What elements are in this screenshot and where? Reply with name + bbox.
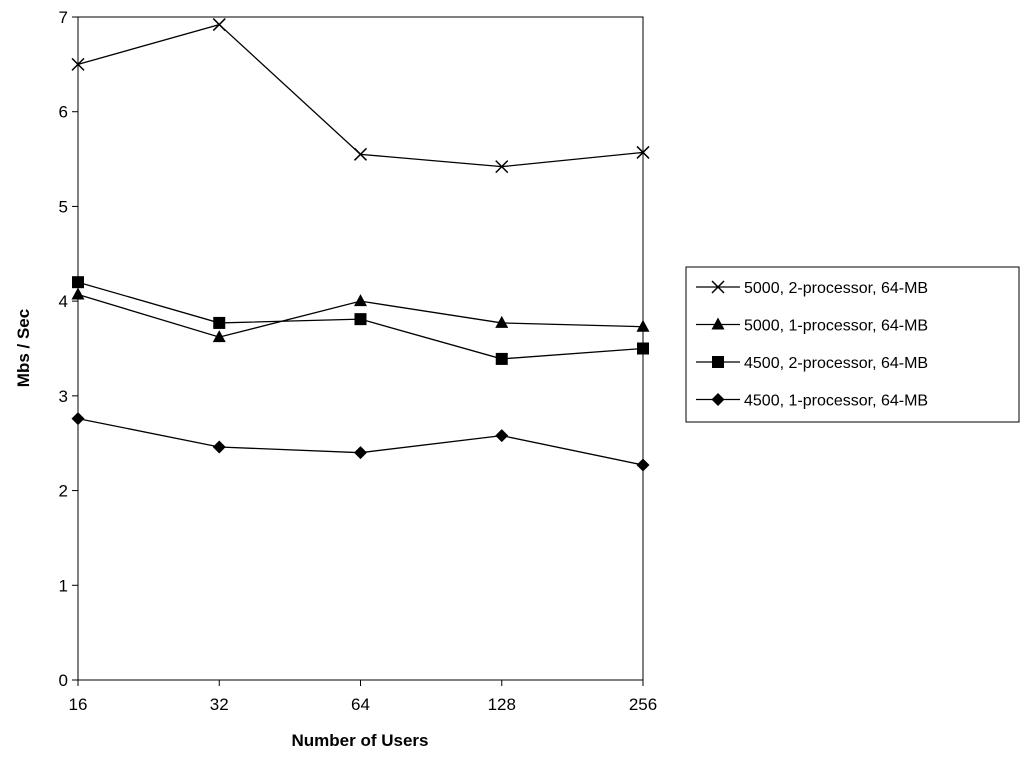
data-point [636,319,650,332]
legend-label: 5000, 2-processor, 64-MB [744,280,928,297]
x-tick-label: 128 [488,695,516,714]
data-point [354,446,367,460]
data-point [636,145,650,159]
marker-stroke [711,280,725,294]
series-layer [71,18,650,472]
series-2 [71,287,650,343]
data-point [71,287,85,300]
marker-stroke [495,160,509,174]
y-tick-label: 4 [59,292,68,311]
data-point [495,315,509,328]
y-tick-label: 7 [59,8,68,27]
x-axis: 16 32 64 128 256 [69,680,657,714]
y-tick-label: 0 [59,671,68,690]
data-point [353,147,368,161]
y-axis-title: Mbs / Sec [14,309,33,387]
legend-item: 5000, 1-processor, 64-MB [696,317,928,335]
data-point [495,352,508,365]
legend-marker [711,280,725,294]
data-point [636,458,650,472]
data-point [71,57,85,71]
legend-label: 4500, 1-processor, 64-MB [744,393,928,410]
y-tick-label: 3 [59,387,68,406]
legend-item: 4500, 1-processor, 64-MB [696,393,928,410]
data-point [212,440,226,454]
x-tick-label: 64 [351,695,370,714]
x-tick-label: 32 [210,695,229,714]
marker-stroke [71,57,85,71]
data-point [354,294,367,307]
legend-marker [711,393,725,406]
plot-area [77,16,644,681]
data-point [212,330,226,343]
series-1 [71,18,650,174]
legend-label: 5000, 1-processor, 64-MB [744,318,928,335]
data-point [495,160,509,174]
x-axis-title: Number of Users [292,731,429,750]
data-point [495,429,509,443]
marker-stroke [353,147,368,161]
data-point [212,18,226,32]
legend: 5000, 2-processor, 64-MB 5000, 1-processo… [685,266,1020,423]
x-tick-label: 16 [69,695,88,714]
x-tick-label: 256 [629,695,657,714]
data-point [354,313,367,326]
data-point [72,276,84,289]
data-point [71,412,85,426]
y-axis: 0 1 2 3 4 5 6 7 [59,8,78,690]
y-tick-label: 5 [59,197,68,216]
legend-label: 4500, 2-processor, 64-MB [744,355,928,372]
y-tick-label: 6 [59,103,68,122]
series-4 [71,412,650,472]
series-3 [72,276,649,365]
data-point [637,342,649,355]
legend-item: 5000, 2-processor, 64-MB [696,280,928,297]
marker-stroke [636,145,650,159]
marker-stroke [212,18,226,32]
legend-marker [712,356,724,368]
data-point [213,316,226,329]
y-tick-label: 2 [59,482,68,501]
legend-box [685,266,1020,423]
y-tick-label: 1 [59,576,68,595]
legend-item: 4500, 2-processor, 64-MB [696,355,928,372]
legend-marker [711,317,725,330]
